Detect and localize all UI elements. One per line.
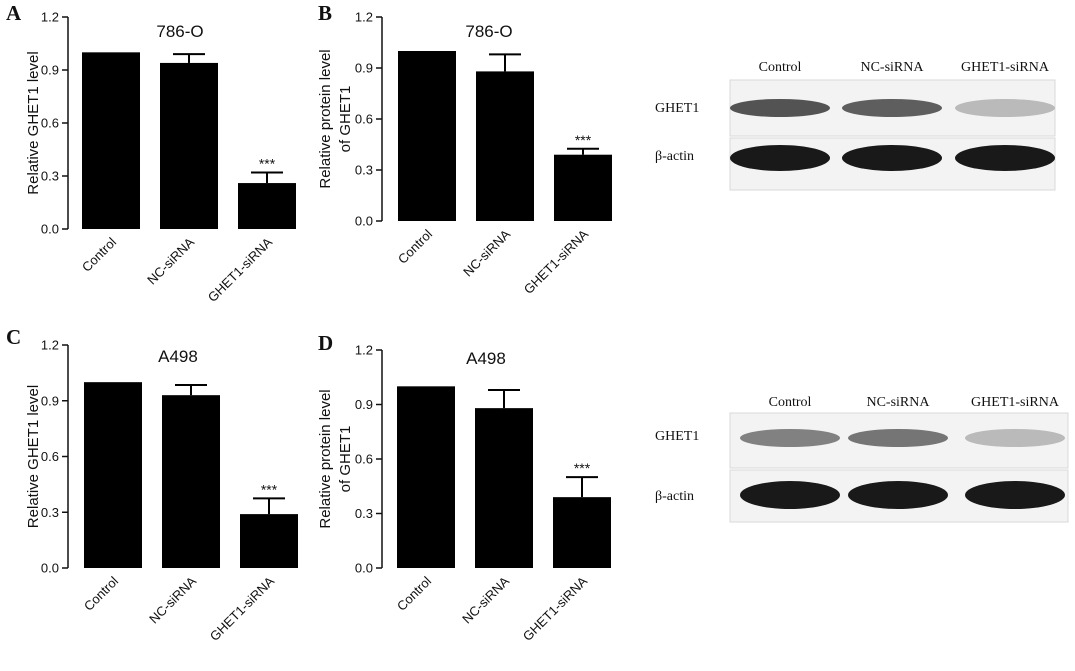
blot-band (842, 145, 942, 171)
significance-label: *** (574, 460, 591, 476)
chart-title: 786-O (156, 22, 203, 41)
bar (554, 154, 612, 221)
blot-band (965, 481, 1065, 509)
y-tick-label: 0.6 (355, 112, 373, 127)
panel-letter: A (6, 1, 22, 25)
y-tick-label: 1.2 (41, 10, 59, 25)
y-axis-label-line2: of GHET1 (337, 426, 354, 493)
bar (82, 52, 140, 230)
category-label: Control (81, 573, 121, 613)
significance-label: *** (575, 132, 592, 148)
blot-band (730, 99, 830, 117)
bar (398, 51, 456, 221)
panel-letter: B (318, 1, 332, 25)
significance-label: *** (259, 155, 276, 171)
blot-lane-label: GHET1-siRNA (961, 60, 1050, 75)
category-label: NC-siRNA (144, 234, 197, 287)
bar (84, 382, 142, 568)
y-axis-label: Relative protein level (317, 49, 334, 188)
blot-row-label: GHET1 (655, 429, 699, 444)
y-tick-label: 0.9 (41, 393, 59, 408)
chart-panel-c: C A498 0.0 0.3 0.6 0.9 1.2 Relative GHET1 level… (6, 325, 298, 644)
blot-band (842, 99, 942, 117)
blot-band (848, 481, 948, 509)
y-tick-label: 0.0 (355, 561, 373, 576)
y-tick-label: 0.0 (41, 561, 59, 576)
category-label: Control (79, 234, 119, 274)
category-label: GHET1-siRNA (207, 573, 278, 644)
y-tick-label: 0.9 (41, 63, 59, 78)
category-label: GHET1-siRNA (205, 234, 276, 305)
category-label: NC-siRNA (459, 573, 512, 626)
y-tick-label: 1.2 (41, 338, 59, 353)
bar (553, 497, 611, 568)
y-tick-label: 1.2 (355, 10, 373, 25)
bar (238, 183, 296, 229)
y-axis-label: Relative GHET1 level (25, 385, 42, 528)
panel-letter: C (6, 325, 21, 349)
bar (162, 395, 220, 568)
y-tick-label: 0.3 (355, 163, 373, 178)
panel-letter: D (318, 331, 333, 355)
blot-row-label: GHET1 (655, 101, 699, 116)
blot-lane-label: NC-siRNA (860, 60, 924, 75)
western-blot-2: Control NC-siRNA GHET1-siRNA GHET1 β-actin (655, 395, 1069, 523)
y-tick-label: 1.2 (355, 343, 373, 358)
y-tick-label: 0.0 (41, 222, 59, 237)
y-tick-label: 0.3 (355, 506, 373, 521)
y-tick-label: 0.6 (41, 449, 59, 464)
bar (397, 386, 455, 568)
bar (476, 71, 534, 222)
category-label: GHET1-siRNA (520, 573, 591, 644)
y-axis-label-line2: of GHET1 (337, 86, 354, 153)
blot-band (740, 429, 840, 447)
blot-row-label: β-actin (655, 489, 694, 504)
bar (475, 408, 533, 568)
y-axis-label: Relative protein level (317, 389, 334, 528)
chart-title: 786-O (465, 22, 512, 41)
chart-title: A498 (158, 347, 198, 366)
blot-band (848, 429, 948, 447)
bar (160, 62, 218, 229)
blot-lane-label: Control (759, 60, 802, 75)
chart-title: A498 (466, 349, 506, 368)
blot-band (740, 481, 840, 509)
chart-panel-d: D A498 0.0 0.3 0.6 0.9 1.2 Relative protein lev… (317, 331, 611, 644)
y-axis-label: Relative GHET1 level (25, 51, 42, 194)
significance-label: *** (261, 481, 278, 497)
y-tick-label: 0.0 (355, 214, 373, 229)
y-tick-label: 0.9 (355, 61, 373, 76)
y-tick-label: 0.6 (355, 452, 373, 467)
y-tick-label: 0.3 (41, 169, 59, 184)
y-tick-label: 0.3 (41, 505, 59, 520)
blot-band (955, 99, 1055, 117)
blot-lane-label: GHET1-siRNA (971, 395, 1060, 410)
category-label: Control (395, 226, 435, 266)
blot-lane-label: NC-siRNA (866, 395, 930, 410)
blot-row-label: β-actin (655, 149, 694, 164)
blot-band (965, 429, 1065, 447)
blot-band (730, 145, 830, 171)
category-label: NC-siRNA (460, 226, 513, 279)
category-label: GHET1-siRNA (521, 226, 592, 297)
category-label: Control (394, 573, 434, 613)
blot-band (955, 145, 1055, 171)
bar (240, 514, 298, 568)
chart-panel-a: A 786-O 0.0 0.3 0.6 0.9 1.2 Relative GHET1 leve… (6, 1, 296, 305)
category-label: NC-siRNA (146, 573, 199, 626)
blot-lane-label: Control (769, 395, 812, 410)
western-blot-1: Control NC-siRNA GHET1-siRNA GHET1 β-actin (655, 60, 1056, 191)
y-tick-label: 0.6 (41, 116, 59, 131)
chart-panel-b: B 786-O 0.0 0.3 0.6 0.9 1.2 Relative protein le… (317, 1, 612, 297)
y-tick-label: 0.9 (355, 397, 373, 412)
